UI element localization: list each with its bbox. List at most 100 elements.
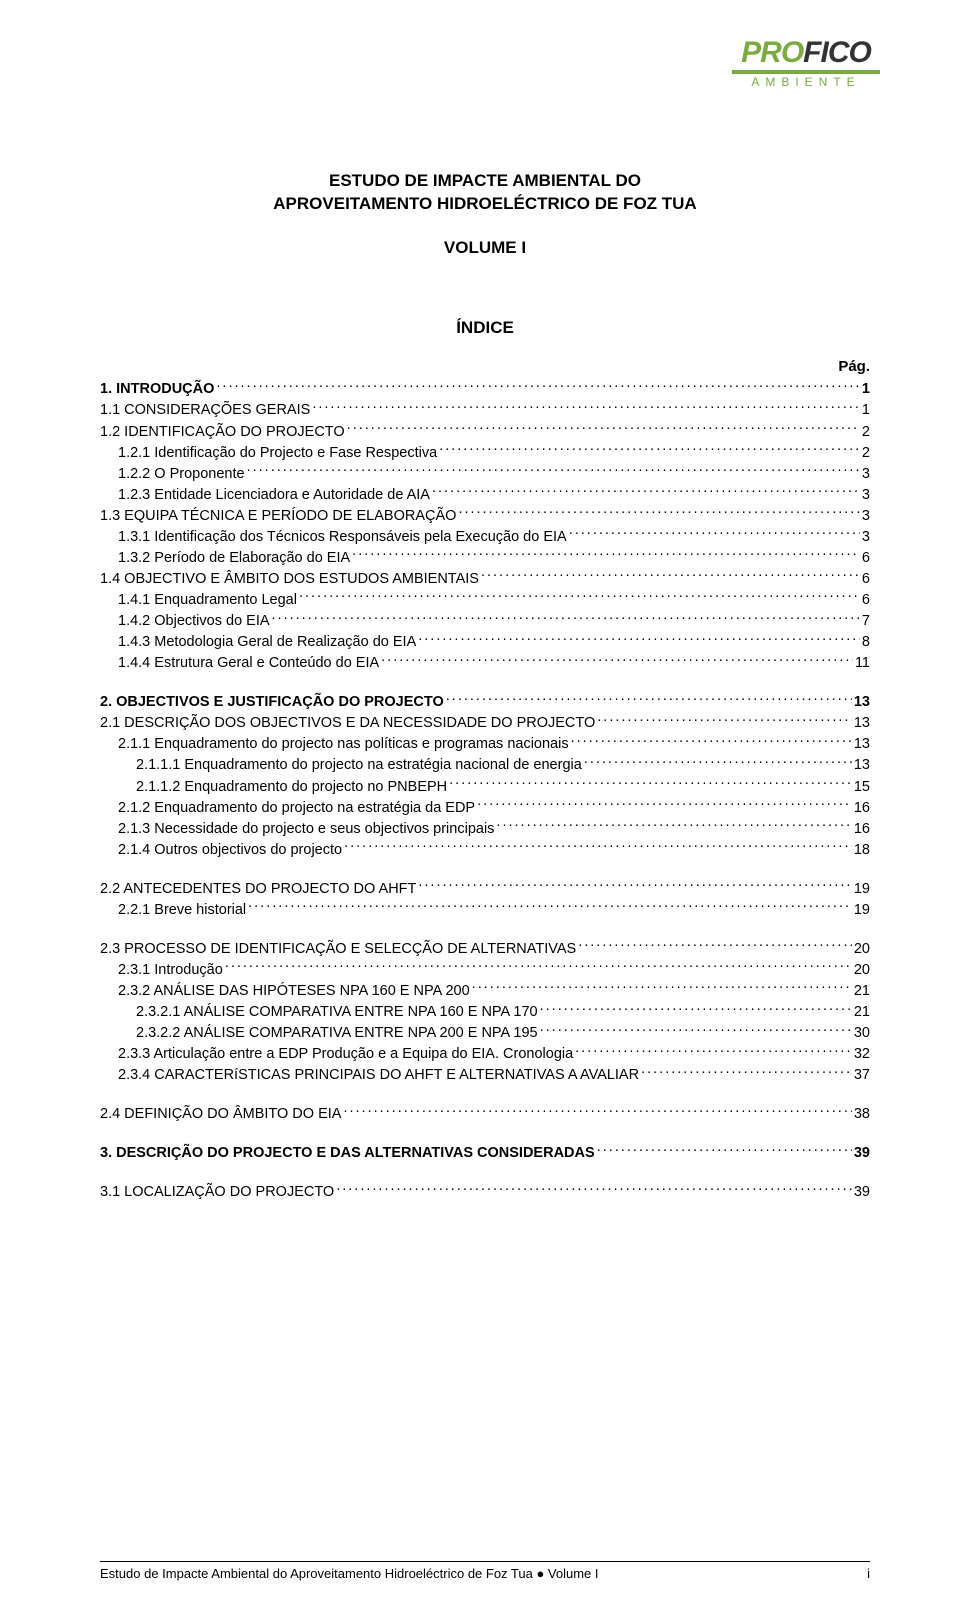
toc-entry-label: 1.3.1 Identificação dos Técnicos Respons… bbox=[118, 528, 567, 548]
toc-entry-page: 39 bbox=[854, 1183, 870, 1203]
toc-entry-label: 1. INTRODUÇÃO bbox=[100, 380, 214, 400]
toc-entry-label: 2.1 DESCRIÇÃO DOS OBJECTIVOS E DA NECESS… bbox=[100, 714, 595, 734]
toc-entry-label: 1.4.2 Objectivos do EIA bbox=[118, 612, 270, 632]
toc-row: 1. INTRODUÇÃO1 bbox=[100, 379, 870, 400]
toc-leader-dots bbox=[477, 797, 852, 812]
title-line-2: APROVEITAMENTO HIDROELÉCTRICO DE FOZ TUA bbox=[100, 193, 870, 216]
toc-leader-dots bbox=[247, 463, 860, 478]
toc-entry-page: 13 bbox=[854, 735, 870, 755]
toc-row: 1.4.4 Estrutura Geral e Conteúdo do EIA1… bbox=[100, 653, 870, 674]
toc-leader-dots bbox=[449, 776, 852, 791]
table-of-contents: 1. INTRODUÇÃO11.1 CONSIDERAÇÕES GERAIS11… bbox=[100, 379, 870, 1203]
toc-row: 2.3.2.1 ANÁLISE COMPARATIVA ENTRE NPA 16… bbox=[100, 1002, 870, 1023]
toc-leader-dots bbox=[575, 1044, 852, 1059]
toc-leader-dots bbox=[381, 653, 853, 668]
toc-row: 2.3.1 Introdução 20 bbox=[100, 959, 870, 980]
toc-entry-label: 2.3.3 Articulação entre a EDP Produção e… bbox=[118, 1045, 573, 1065]
toc-row: 2.1.3 Necessidade do projecto e seus obj… bbox=[100, 818, 870, 839]
index-heading: ÍNDICE bbox=[100, 318, 870, 338]
page-column-header: Pág. bbox=[100, 358, 870, 375]
footer-page-number: i bbox=[867, 1566, 870, 1581]
toc-leader-dots bbox=[344, 839, 852, 854]
toc-entry-label: 3. DESCRIÇÃO DO PROJECTO E DAS ALTERNATI… bbox=[100, 1144, 595, 1164]
toc-row: 2.3.4 CARACTERíSTICAS PRINCIPAIS DO AHFT… bbox=[100, 1065, 870, 1086]
toc-row: 1.2 IDENTIFICAÇÃO DO PROJECTO2 bbox=[100, 421, 870, 442]
toc-entry-page: 2 bbox=[862, 444, 870, 464]
toc-entry-label: 2.1.3 Necessidade do projecto e seus obj… bbox=[118, 820, 494, 840]
toc-entry-page: 19 bbox=[854, 901, 870, 921]
toc-row: 3. DESCRIÇÃO DO PROJECTO E DAS ALTERNATI… bbox=[100, 1143, 870, 1164]
toc-leader-dots bbox=[272, 611, 860, 626]
toc-leader-dots bbox=[248, 899, 852, 914]
toc-row: 2.2.1 Breve historial 19 bbox=[100, 899, 870, 920]
toc-leader-dots bbox=[496, 818, 851, 833]
toc-leader-dots bbox=[578, 938, 852, 953]
toc-entry-label: 1.4.4 Estrutura Geral e Conteúdo do EIA bbox=[118, 654, 379, 674]
toc-entry-label: 2.2 ANTECEDENTES DO PROJECTO DO AHFT bbox=[100, 880, 416, 900]
toc-leader-dots bbox=[641, 1065, 852, 1080]
toc-row: 1.4 OBJECTIVO E ÂMBITO DOS ESTUDOS AMBIE… bbox=[100, 568, 870, 589]
document-page: PROFICO AMBIENTE ESTUDO DE IMPACTE AMBIE… bbox=[0, 0, 960, 1617]
toc-entry-page: 16 bbox=[854, 799, 870, 819]
page-footer: Estudo de Impacte Ambiental do Aproveita… bbox=[100, 1561, 870, 1581]
toc-entry-page: 8 bbox=[862, 633, 870, 653]
toc-leader-dots bbox=[540, 1023, 852, 1038]
toc-entry-page: 20 bbox=[854, 940, 870, 960]
toc-row: 2.1.1 Enquadramento do projecto nas polí… bbox=[100, 734, 870, 755]
toc-entry-page: 21 bbox=[854, 1003, 870, 1023]
toc-leader-dots bbox=[597, 713, 852, 728]
toc-entry-page: 37 bbox=[854, 1066, 870, 1086]
toc-leader-dots bbox=[418, 632, 860, 647]
toc-leader-dots bbox=[571, 734, 852, 749]
toc-entry-page: 6 bbox=[862, 549, 870, 569]
toc-row: 1.1 CONSIDERAÇÕES GERAIS1 bbox=[100, 400, 870, 421]
toc-entry-label: 3.1 LOCALIZAÇÃO DO PROJECTO bbox=[100, 1183, 334, 1203]
toc-row: 2.1.1.1 Enquadramento do projecto na est… bbox=[100, 755, 870, 776]
toc-entry-page: 6 bbox=[862, 570, 870, 590]
toc-row: 2.1.1.2 Enquadramento do projecto no PNB… bbox=[100, 776, 870, 797]
toc-leader-dots bbox=[432, 484, 860, 499]
toc-entry-label: 2.4 DEFINIÇÃO DO ÂMBITO DO EIA bbox=[100, 1105, 341, 1125]
toc-entry-label: 1.2.2 O Proponente bbox=[118, 465, 245, 485]
toc-entry-page: 3 bbox=[862, 465, 870, 485]
toc-entry-label: 1.3.2 Período de Elaboração do EIA bbox=[118, 549, 350, 569]
toc-entry-page: 13 bbox=[854, 693, 870, 713]
toc-row: 1.2.3 Entidade Licenciadora e Autoridade… bbox=[100, 484, 870, 505]
toc-leader-dots bbox=[336, 1182, 852, 1197]
toc-entry-label: 2.3.2.2 ANÁLISE COMPARATIVA ENTRE NPA 20… bbox=[136, 1024, 538, 1044]
toc-entry-page: 30 bbox=[854, 1024, 870, 1044]
toc-entry-label: 2.3.2.1 ANÁLISE COMPARATIVA ENTRE NPA 16… bbox=[136, 1003, 538, 1023]
document-title: ESTUDO DE IMPACTE AMBIENTAL DO APROVEITA… bbox=[100, 170, 870, 216]
title-line-1: ESTUDO DE IMPACTE AMBIENTAL DO bbox=[100, 170, 870, 193]
toc-row: 1.4.1 Enquadramento Legal6 bbox=[100, 590, 870, 611]
toc-entry-page: 13 bbox=[854, 756, 870, 776]
toc-entry-page: 3 bbox=[862, 507, 870, 527]
brand-logo: PROFICO AMBIENTE bbox=[732, 38, 880, 89]
footer-left-text: Estudo de Impacte Ambiental do Aproveita… bbox=[100, 1566, 599, 1581]
toc-entry-label: 2.3.1 Introdução bbox=[118, 961, 223, 981]
toc-entry-label: 2.2.1 Breve historial bbox=[118, 901, 246, 921]
toc-entry-page: 16 bbox=[854, 820, 870, 840]
toc-entry-label: 2.3.4 CARACTERíSTICAS PRINCIPAIS DO AHFT… bbox=[118, 1066, 639, 1086]
footer-row: Estudo de Impacte Ambiental do Aproveita… bbox=[100, 1566, 870, 1581]
toc-leader-dots bbox=[418, 878, 851, 893]
toc-entry-label: 2.1.1 Enquadramento do projecto nas polí… bbox=[118, 735, 569, 755]
toc-entry-label: 1.2.1 Identificação do Projecto e Fase R… bbox=[118, 444, 437, 464]
toc-row: 1.4.3 Metodologia Geral de Realização do… bbox=[100, 632, 870, 653]
toc-entry-label: 1.4.3 Metodologia Geral de Realização do… bbox=[118, 633, 416, 653]
toc-entry-page: 39 bbox=[854, 1144, 870, 1164]
toc-leader-dots bbox=[299, 590, 860, 605]
toc-entry-page: 20 bbox=[854, 961, 870, 981]
toc-leader-dots bbox=[446, 692, 852, 707]
toc-leader-dots bbox=[347, 421, 860, 436]
toc-row: 2.3 PROCESSO DE IDENTIFICAÇÃO E SELECÇÃO… bbox=[100, 938, 870, 959]
toc-entry-label: 2.1.4 Outros objectivos do projecto bbox=[118, 841, 342, 861]
toc-entry-label: 1.2.3 Entidade Licenciadora e Autoridade… bbox=[118, 486, 430, 506]
toc-entry-label: 2.1.1.1 Enquadramento do projecto na est… bbox=[136, 756, 582, 776]
toc-entry-page: 21 bbox=[854, 982, 870, 1002]
toc-row: 1.3.1 Identificação dos Técnicos Respons… bbox=[100, 526, 870, 547]
toc-leader-dots bbox=[312, 400, 860, 415]
logo-text-fico: FICO bbox=[803, 36, 871, 69]
toc-entry-page: 13 bbox=[854, 714, 870, 734]
toc-leader-dots bbox=[225, 959, 852, 974]
